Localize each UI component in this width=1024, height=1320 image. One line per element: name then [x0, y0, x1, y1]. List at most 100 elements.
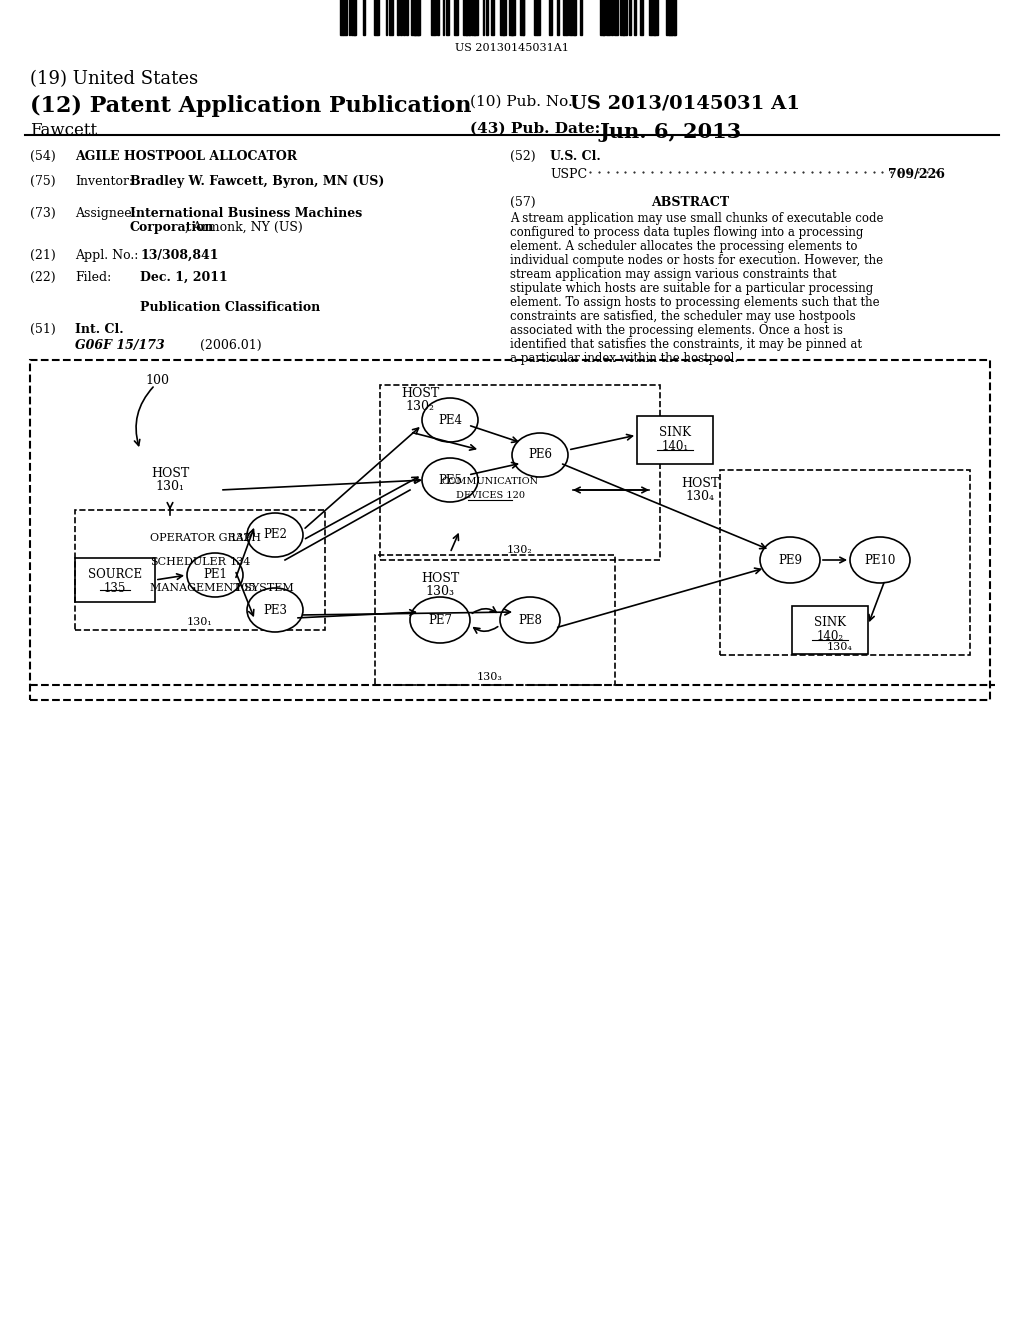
Text: A stream application may use small chunks of executable code: A stream application may use small chunk… [510, 213, 884, 224]
Bar [568, 0, 571, 36]
Text: constraints are satisfied, the scheduler may use hostpools: constraints are satisfied, the scheduler… [510, 310, 856, 323]
Text: HOST: HOST [400, 387, 439, 400]
Text: (21): (21) [30, 249, 55, 261]
Bar [63, 550, 278, 574]
Ellipse shape [506, 510, 538, 525]
Text: U.S. Cl.: U.S. Cl. [550, 150, 601, 162]
Text: (12) Patent Application Publication: (12) Patent Application Publication [30, 95, 471, 117]
Bar [463, 0, 467, 36]
Text: stream application may assign various constraints that: stream application may assign various co… [510, 268, 837, 281]
Text: 130₁: 130₁ [156, 479, 184, 492]
Bar [434, 0, 436, 36]
Bar [580, 0, 582, 36]
Text: 130₄: 130₄ [685, 490, 715, 503]
Text: Jun. 6, 2013: Jun. 6, 2013 [600, 121, 742, 143]
Bar [600, 0, 604, 36]
Bar [629, 0, 631, 36]
Bar [571, 0, 574, 36]
Bar [415, 0, 419, 36]
Bar [674, 0, 677, 36]
Text: PE6: PE6 [528, 449, 552, 462]
Text: Fawcett: Fawcett [30, 121, 97, 139]
Bar [654, 0, 657, 36]
Bar [437, 0, 439, 36]
Bar [483, 0, 484, 36]
Text: 140₂: 140₂ [816, 631, 844, 644]
Text: Inventor:: Inventor: [75, 176, 133, 187]
Text: stipulate which hosts are suitable for a particular processing: stipulate which hosts are suitable for a… [510, 282, 873, 294]
Bar [340, 0, 343, 36]
Bar [503, 0, 506, 36]
Bar [500, 0, 504, 36]
Text: Filed:: Filed: [75, 271, 112, 284]
Text: Publication Classification: Publication Classification [140, 301, 321, 314]
Text: 132: 132 [230, 533, 251, 543]
Bar [557, 0, 559, 36]
Bar [354, 0, 356, 36]
Text: , Armonk, NY (US): , Armonk, NY (US) [185, 220, 303, 234]
Ellipse shape [422, 399, 478, 442]
Text: 130₂: 130₂ [507, 545, 532, 554]
Bar [549, 0, 552, 36]
Bar [511, 0, 515, 36]
Text: HOST: HOST [681, 478, 719, 490]
Bar [392, 553, 487, 618]
Bar [431, 0, 434, 36]
Bar [386, 0, 387, 36]
Text: Appl. No.:: Appl. No.: [75, 249, 138, 261]
Bar [75, 510, 325, 630]
Text: (10) Pub. No.:: (10) Pub. No.: [470, 95, 578, 110]
Text: (73): (73) [30, 207, 55, 220]
Bar [666, 0, 670, 36]
Bar [509, 0, 513, 36]
Bar [492, 0, 495, 36]
Bar [55, 510, 285, 610]
Bar [640, 0, 643, 36]
Text: (51): (51) [30, 323, 55, 337]
Text: 130₃: 130₃ [426, 585, 455, 598]
Bar [792, 606, 868, 653]
Bar [652, 458, 748, 523]
Bar [669, 0, 673, 36]
Bar [120, 445, 220, 515]
Text: COMMUNICATION: COMMUNICATION [441, 478, 539, 487]
Bar [611, 0, 613, 36]
Text: (2006.01): (2006.01) [200, 339, 261, 352]
Bar [623, 0, 627, 36]
Text: HOST: HOST [421, 572, 459, 585]
Text: 709/226: 709/226 [888, 168, 945, 181]
Ellipse shape [247, 513, 303, 557]
Text: AGILE HOSTPOOL ALLOCATOR: AGILE HOSTPOOL ALLOCATOR [75, 150, 297, 162]
Ellipse shape [500, 597, 560, 643]
Text: associated with the processing elements. Once a host is: associated with the processing elements.… [510, 323, 843, 337]
Bar [565, 0, 568, 36]
Text: configured to process data tuples flowing into a processing: configured to process data tuples flowin… [510, 226, 863, 239]
Bar [375, 554, 615, 685]
Bar [400, 0, 401, 36]
Text: 130₂: 130₂ [406, 400, 434, 413]
Text: 130₄: 130₄ [827, 642, 853, 652]
Text: a particular index within the hostpool.: a particular index within the hostpool. [510, 352, 738, 366]
Text: 130₁: 130₁ [187, 616, 213, 627]
Text: ABSTRACT: ABSTRACT [651, 195, 729, 209]
Ellipse shape [508, 455, 552, 474]
Bar [370, 367, 470, 433]
Bar [380, 385, 660, 560]
Text: identified that satisfies the constraints, it may be pinned at: identified that satisfies the constraint… [510, 338, 862, 351]
Text: (22): (22) [30, 271, 55, 284]
Bar [445, 0, 450, 36]
Text: Bradley W. Fawcett, Byron, MN (US): Bradley W. Fawcett, Byron, MN (US) [130, 176, 384, 187]
Text: US 2013/0145031 A1: US 2013/0145031 A1 [570, 95, 800, 114]
Text: G06F 15/173: G06F 15/173 [75, 339, 165, 352]
Text: (54): (54) [30, 150, 55, 162]
Text: PE9: PE9 [778, 553, 802, 566]
Text: individual compute nodes or hosts for execution. However, the: individual compute nodes or hosts for ex… [510, 253, 883, 267]
Bar [538, 0, 540, 36]
Bar [63, 525, 278, 550]
Text: (43) Pub. Date:: (43) Pub. Date: [470, 121, 600, 136]
Text: MANAGEMENT SYSTEM: MANAGEMENT SYSTEM [150, 583, 294, 593]
Text: element. To assign hosts to processing elements such that the: element. To assign hosts to processing e… [510, 296, 880, 309]
Text: Dec. 1, 2011: Dec. 1, 2011 [140, 271, 227, 284]
Ellipse shape [422, 458, 478, 502]
Bar [343, 0, 346, 36]
